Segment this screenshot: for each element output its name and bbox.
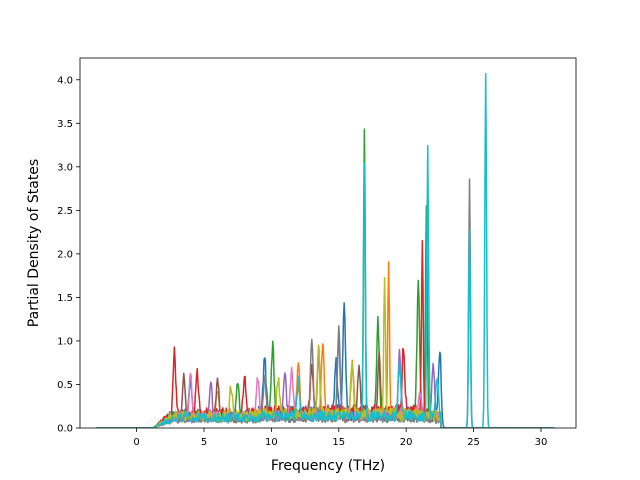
x-tick-label: 20 xyxy=(400,437,413,448)
y-tick-label: 2.5 xyxy=(57,206,73,217)
plot-frame xyxy=(79,57,577,429)
y-tick-label: 3.0 xyxy=(57,162,73,173)
y-axis-label: Partial Density of States xyxy=(26,159,42,327)
y-axis: 0.0 0.5 1.0 1.5 2.0 2.5 3.0 3.5 4.0 xyxy=(57,75,80,435)
series-layer xyxy=(96,72,555,428)
y-tick-label: 3.5 xyxy=(57,119,73,130)
series-line-10 xyxy=(96,72,555,428)
x-tick-label: 15 xyxy=(332,437,345,448)
y-tick-label: 2.0 xyxy=(57,249,73,260)
x-tick-label: 5 xyxy=(201,437,207,448)
y-tick-label: 1.5 xyxy=(57,293,73,304)
x-tick-label: 0 xyxy=(133,437,139,448)
x-axis: 0 5 10 15 20 25 30 xyxy=(133,428,547,448)
x-axis-label: Frequency (THz) xyxy=(271,458,385,474)
x-tick-label: 30 xyxy=(535,437,548,448)
y-tick-label: 0.0 xyxy=(57,424,73,435)
series-line-2 xyxy=(96,261,555,428)
y-tick-label: 4.0 xyxy=(57,75,73,86)
x-tick-label: 25 xyxy=(467,437,480,448)
y-tick-label: 1.0 xyxy=(57,336,73,347)
series-line-8 xyxy=(96,178,555,428)
x-tick-label: 10 xyxy=(265,437,278,448)
y-tick-label: 0.5 xyxy=(57,380,73,391)
series-line-4 xyxy=(96,239,555,428)
